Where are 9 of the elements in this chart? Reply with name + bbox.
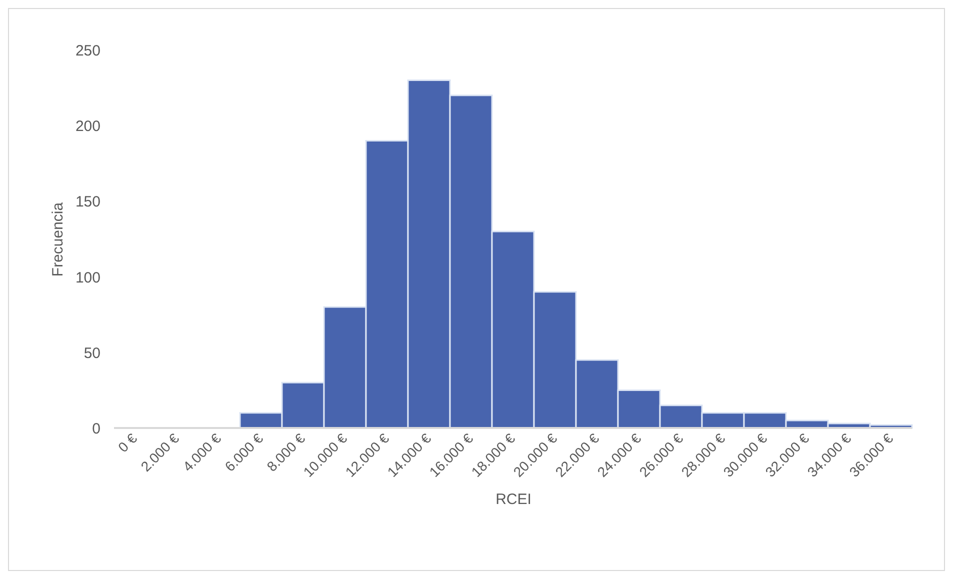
x-axis-title: RCEI [496, 490, 532, 508]
y-tick-label: 150 [75, 194, 100, 211]
y-axis-title: Frecuencia [49, 202, 66, 277]
y-tick-label: 0 [92, 420, 100, 438]
y-tick-label: 200 [75, 118, 100, 136]
y-tick-label: 250 [75, 42, 100, 60]
x-tick-label: 0 € [114, 430, 140, 456]
y-tick-label: 100 [75, 269, 100, 286]
y-tick-label: 50 [84, 344, 100, 362]
